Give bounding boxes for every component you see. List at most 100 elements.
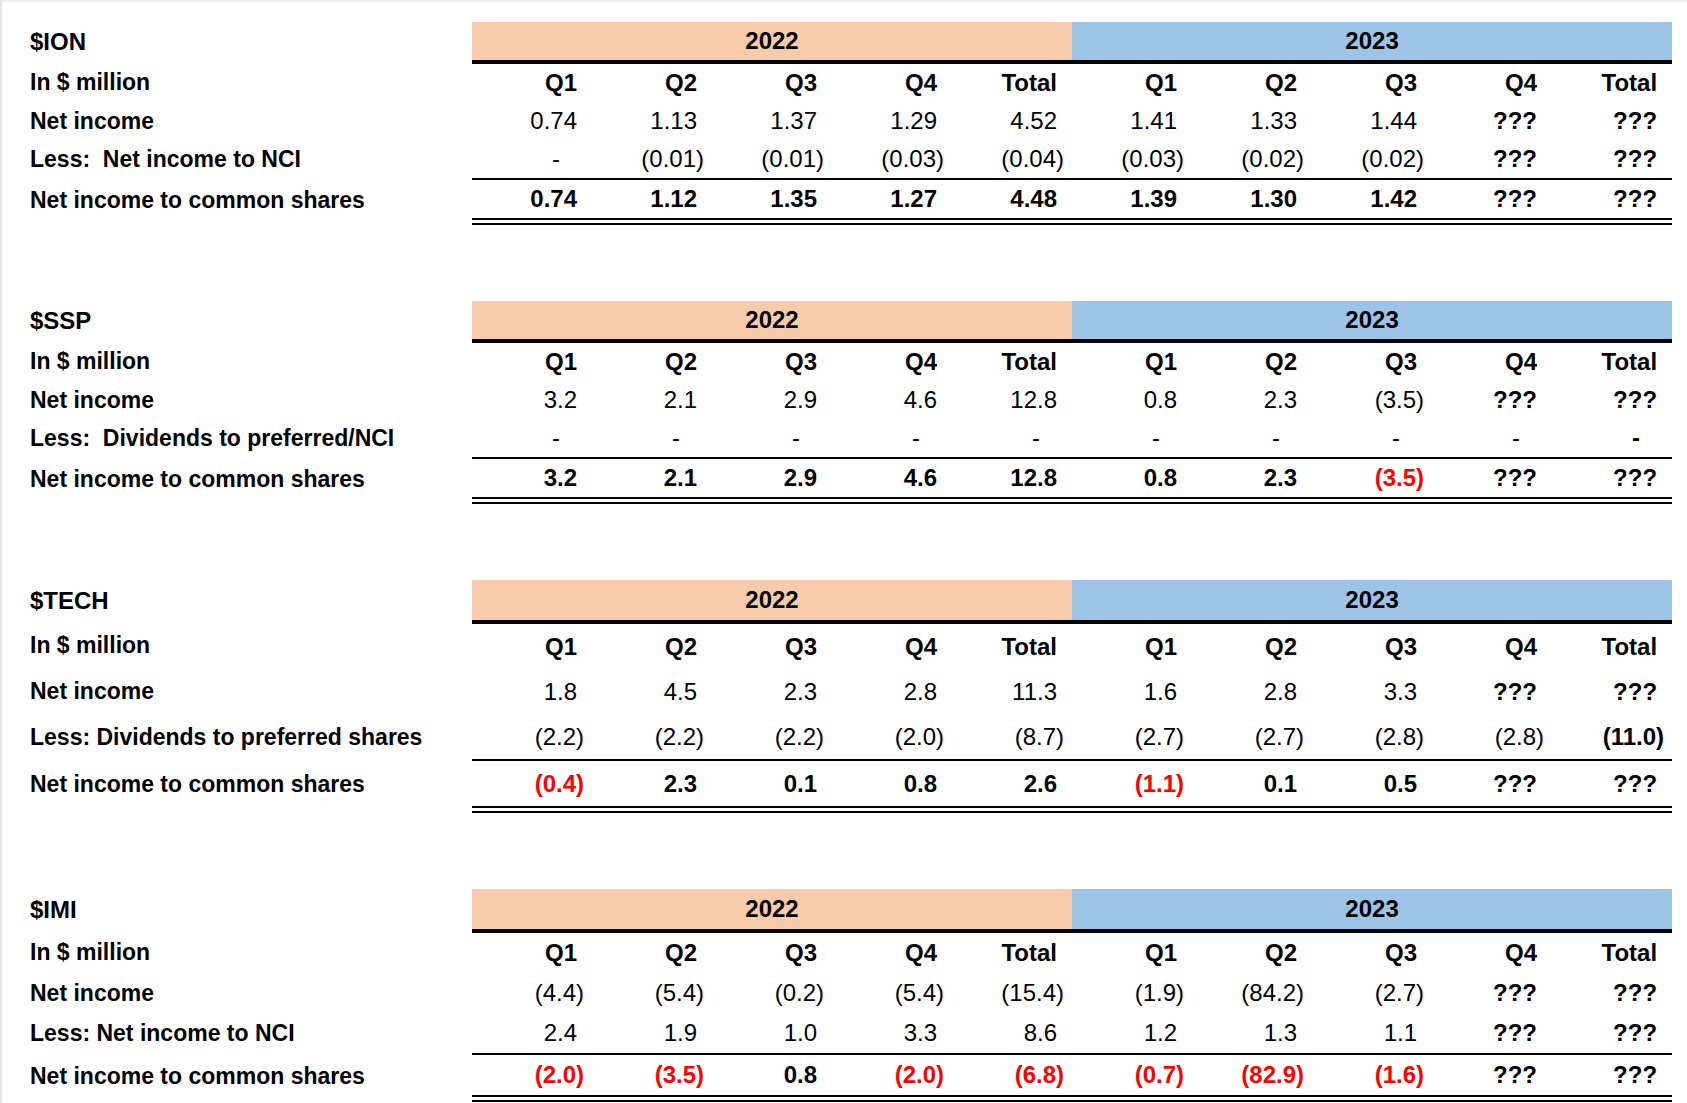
value-cell: (11.0) <box>1552 714 1672 760</box>
value-cell: - <box>1312 419 1432 458</box>
value-cell: ??? <box>1432 669 1552 714</box>
value-cell: ??? <box>1432 1013 1552 1054</box>
value-cell: 1.12 <box>592 179 712 222</box>
value-cell: (2.0) <box>832 1054 952 1099</box>
value-cell: (2.0) <box>472 1054 592 1099</box>
quarter-header: Q1 <box>1072 622 1192 669</box>
value-cell: - <box>592 419 712 458</box>
year-band-2022: 2022 <box>472 22 1072 62</box>
row-label: Less: Net income to NCI <box>30 1013 472 1054</box>
quarter-header: Total <box>1552 62 1672 102</box>
row-label: Net income to common shares <box>30 1054 472 1099</box>
value-cell: 2.9 <box>712 458 832 501</box>
quarter-header: Q1 <box>472 931 592 973</box>
quarter-header: Q2 <box>1192 931 1312 973</box>
value-cell: ??? <box>1552 102 1672 140</box>
value-cell: ??? <box>1432 179 1552 222</box>
quarter-header: Q4 <box>1432 62 1552 102</box>
value-cell: (2.2) <box>592 714 712 760</box>
quarter-header: Q2 <box>592 341 712 381</box>
quarter-header: Q1 <box>1072 931 1192 973</box>
quarter-header: Total <box>1552 622 1672 669</box>
value-cell: (0.03) <box>1072 140 1192 179</box>
value-cell: 0.8 <box>1072 381 1192 419</box>
value-cell: 11.3 <box>952 669 1072 714</box>
value-cell: 1.29 <box>832 102 952 140</box>
year-band-2022: 2022 <box>472 301 1072 341</box>
value-cell: (2.7) <box>1312 973 1432 1013</box>
quarter-header: Q2 <box>592 62 712 102</box>
quarter-header: Q3 <box>1312 341 1432 381</box>
value-cell: ??? <box>1552 1054 1672 1099</box>
row-label: Net income <box>30 973 472 1013</box>
value-cell: 2.3 <box>592 760 712 810</box>
row-label: Less: Dividends to preferred shares <box>30 714 472 760</box>
value-cell: 0.1 <box>712 760 832 810</box>
value-cell: ??? <box>1432 140 1552 179</box>
ticker-label: $IMI <box>30 889 472 931</box>
value-cell: (2.7) <box>1192 714 1312 760</box>
quarter-header: Total <box>952 62 1072 102</box>
value-cell: - <box>472 140 592 179</box>
value-cell: 2.1 <box>592 458 712 501</box>
quarter-header: Q3 <box>1312 62 1432 102</box>
value-cell: - <box>952 419 1072 458</box>
quarter-header: Q3 <box>712 931 832 973</box>
quarter-header: Q3 <box>1312 622 1432 669</box>
year-band-2022: 2022 <box>472 580 1072 622</box>
quarter-header: Q4 <box>832 341 952 381</box>
value-cell: - <box>1072 419 1192 458</box>
value-cell: ??? <box>1552 179 1672 222</box>
value-cell: ??? <box>1552 458 1672 501</box>
row-label: Less: Net income to NCI <box>30 140 472 179</box>
value-cell: (15.4) <box>952 973 1072 1013</box>
value-cell: 1.8 <box>472 669 592 714</box>
value-cell: 4.48 <box>952 179 1072 222</box>
value-cell: (84.2) <box>1192 973 1312 1013</box>
value-cell: (0.04) <box>952 140 1072 179</box>
value-cell: 1.41 <box>1072 102 1192 140</box>
value-cell: - <box>832 419 952 458</box>
value-cell: 8.6 <box>952 1013 1072 1054</box>
value-cell: ??? <box>1552 381 1672 419</box>
unit-label: In $ million <box>30 622 472 669</box>
value-cell: 1.37 <box>712 102 832 140</box>
value-cell: 2.6 <box>952 760 1072 810</box>
value-cell: ??? <box>1432 458 1552 501</box>
row-label: Net income <box>30 102 472 140</box>
ticker-label: $TECH <box>30 580 472 622</box>
value-cell: 2.3 <box>1192 458 1312 501</box>
value-cell: - <box>472 419 592 458</box>
value-cell: (3.5) <box>1312 381 1432 419</box>
quarter-header: Q3 <box>712 622 832 669</box>
row-label: Net income <box>30 669 472 714</box>
value-cell: 4.6 <box>832 458 952 501</box>
quarter-header: Q3 <box>712 62 832 102</box>
tech-financials-table: $TECH20222023In $ millionQ1Q2Q3Q4TotalQ1… <box>30 580 1672 813</box>
value-cell: 4.5 <box>592 669 712 714</box>
value-cell: (0.4) <box>472 760 592 810</box>
value-cell: ??? <box>1552 140 1672 179</box>
value-cell: 0.8 <box>712 1054 832 1099</box>
year-band-2023: 2023 <box>1072 580 1672 622</box>
value-cell: 4.52 <box>952 102 1072 140</box>
value-cell: 2.4 <box>472 1013 592 1054</box>
value-cell: (2.8) <box>1312 714 1432 760</box>
value-cell: 0.74 <box>472 102 592 140</box>
value-cell: ??? <box>1432 1054 1552 1099</box>
unit-label: In $ million <box>30 931 472 973</box>
value-cell: 2.3 <box>1192 381 1312 419</box>
value-cell: ??? <box>1552 1013 1672 1054</box>
row-label: Net income to common shares <box>30 760 472 810</box>
value-cell: ??? <box>1552 973 1672 1013</box>
quarter-header: Q4 <box>832 622 952 669</box>
value-cell: (2.2) <box>472 714 592 760</box>
value-cell: (0.7) <box>1072 1054 1192 1099</box>
ticker-label: $ION <box>30 22 472 62</box>
year-band-2022: 2022 <box>472 889 1072 931</box>
quarter-header: Total <box>1552 931 1672 973</box>
year-band-2023: 2023 <box>1072 889 1672 931</box>
value-cell: ??? <box>1432 760 1552 810</box>
value-cell: ??? <box>1432 381 1552 419</box>
value-cell: - <box>712 419 832 458</box>
